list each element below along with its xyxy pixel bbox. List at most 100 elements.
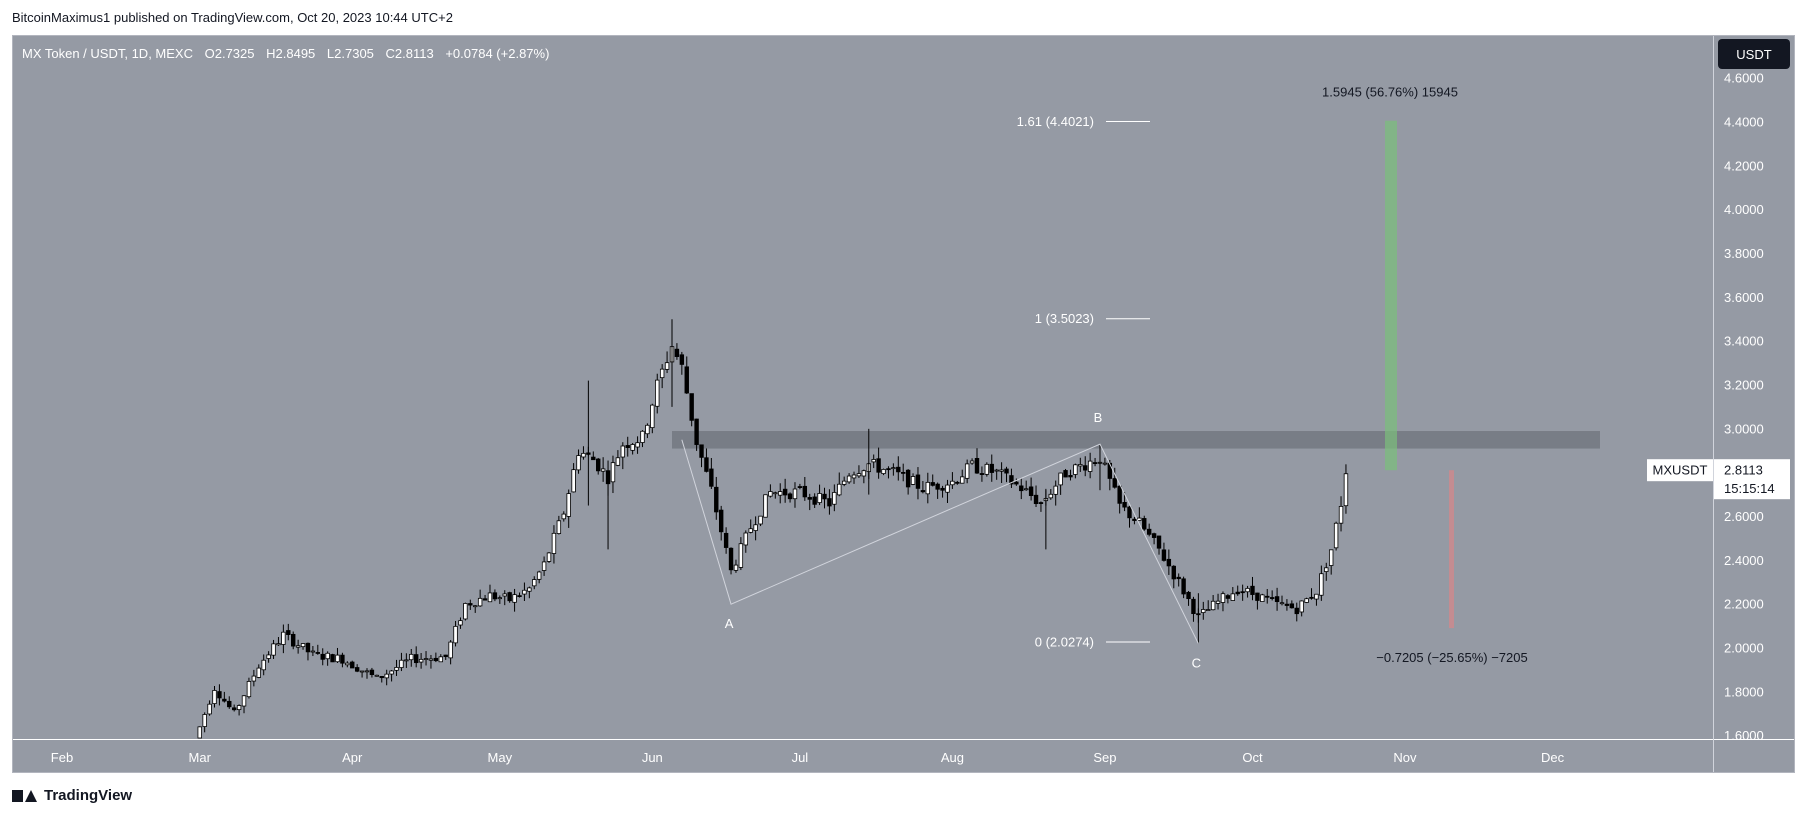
candle (1250, 576, 1255, 601)
candle (792, 482, 798, 508)
candle (394, 659, 399, 676)
candle (610, 455, 616, 494)
candle (974, 448, 980, 474)
x-tick-label: Feb (51, 750, 73, 765)
resistance-zone (672, 431, 1600, 449)
candle (1068, 469, 1073, 481)
candle (409, 648, 414, 667)
currency-label: USDT (1736, 47, 1771, 62)
candle (345, 661, 350, 668)
candle (802, 476, 808, 501)
candle (674, 343, 680, 360)
candle (507, 591, 512, 603)
candle (1146, 523, 1152, 537)
candle (443, 654, 448, 660)
wave-label-c: C (1192, 656, 1201, 671)
candle (217, 684, 222, 706)
candle (546, 552, 552, 563)
candle (950, 472, 955, 489)
symbol-name: MX Token / USDT, 1D, MEXC (22, 46, 193, 61)
y-tick-label: 4.2000 (1724, 158, 1764, 173)
x-tick-label: Aug (941, 750, 964, 765)
y-tick-label: 2.6000 (1724, 509, 1764, 524)
candle (1102, 457, 1108, 466)
candle (930, 474, 935, 487)
candle (1004, 466, 1009, 483)
candle (945, 479, 950, 504)
candle (532, 576, 537, 590)
candle (458, 617, 463, 629)
candle (236, 704, 242, 716)
candle (1171, 565, 1176, 589)
candle (871, 454, 876, 469)
candle (684, 356, 689, 394)
change-value: +0.0784 (+2.87%) (445, 46, 549, 61)
candle (812, 493, 817, 508)
candle (556, 515, 562, 535)
last-price-symbol: MXUSDT (1653, 463, 1708, 478)
candle (709, 457, 714, 489)
x-tick-label: Sep (1093, 750, 1116, 765)
candle (935, 482, 940, 499)
candle (1269, 590, 1275, 601)
candle (354, 664, 360, 673)
candle (1127, 505, 1132, 528)
candle (202, 712, 207, 733)
candle (276, 637, 281, 646)
candle (728, 547, 734, 575)
candle (1151, 532, 1157, 545)
candle (222, 691, 227, 703)
candle (418, 652, 424, 669)
candle (551, 525, 557, 564)
candle (1245, 585, 1250, 598)
candle (1023, 480, 1029, 491)
candle (659, 364, 665, 389)
candle (782, 478, 788, 503)
wave-label-b: B (1094, 410, 1103, 425)
currency-button[interactable]: USDT (1718, 39, 1790, 69)
fib-level: 1 (3.5023) (1035, 311, 1150, 326)
candle (576, 449, 581, 474)
fib-level: 0 (2.0274) (1035, 634, 1150, 649)
fib-level-label: 0 (2.0274) (1035, 634, 1094, 649)
y-tick-label: 3.8000 (1724, 246, 1764, 261)
candle (197, 726, 202, 739)
candle (994, 468, 999, 480)
candle (350, 660, 355, 669)
candle (797, 483, 803, 490)
candle (1191, 596, 1196, 622)
candle (1215, 593, 1221, 610)
candle (271, 639, 276, 659)
candle (384, 669, 389, 686)
candle (1033, 485, 1039, 508)
candle (915, 467, 921, 500)
candle (1309, 588, 1314, 600)
high-value: 2.8495 (276, 46, 316, 61)
candle (320, 648, 325, 666)
price-axis-background (1713, 36, 1794, 739)
candle (1294, 602, 1299, 622)
candle (1009, 468, 1014, 489)
candle (359, 670, 365, 678)
y-tick-label: 3.6000 (1724, 290, 1764, 305)
candle (1132, 516, 1137, 525)
candle (925, 472, 931, 504)
candle (433, 652, 439, 663)
candle (1083, 456, 1088, 477)
candle (369, 667, 375, 678)
candle (330, 653, 335, 663)
candle (399, 652, 404, 672)
candle (1206, 600, 1211, 611)
candle (964, 459, 970, 484)
fib-level: 1.61 (4.4021) (1017, 114, 1150, 129)
high-label: H (266, 46, 275, 61)
candle (291, 631, 296, 650)
candle (300, 643, 306, 650)
candle (1240, 584, 1245, 601)
publish-info: BitcoinMaximus1 published on TradingView… (12, 10, 453, 25)
candle (512, 588, 517, 612)
open-label: O (205, 46, 215, 61)
candle (261, 654, 266, 676)
candle (295, 639, 301, 654)
